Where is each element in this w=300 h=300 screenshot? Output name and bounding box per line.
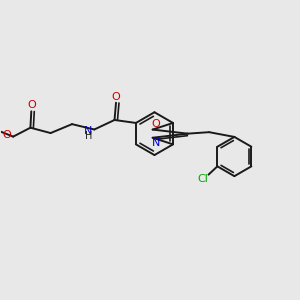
Text: O: O <box>27 100 36 110</box>
Text: H: H <box>85 131 92 141</box>
Text: O: O <box>112 92 120 102</box>
Text: Cl: Cl <box>198 174 208 184</box>
Text: O: O <box>2 130 11 140</box>
Text: N: N <box>152 138 160 148</box>
Text: O: O <box>152 119 161 129</box>
Text: N: N <box>84 126 93 136</box>
